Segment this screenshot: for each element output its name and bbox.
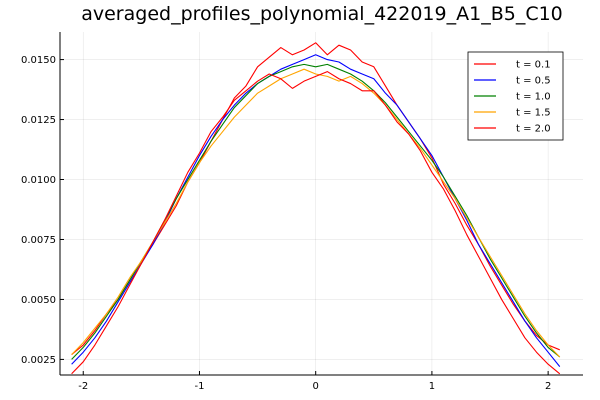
chart-title: averaged_profiles_polynomial_422019_A1_B… [81, 3, 563, 25]
y-tick-label: 0.0025 [21, 355, 56, 366]
legend-label: t = 0.5 [516, 76, 551, 87]
legend-label: t = 1.0 [516, 92, 551, 103]
y-tick-label: 0.0150 [21, 55, 56, 66]
x-tick-label: 1 [429, 381, 435, 392]
legend-label: t = 2.0 [516, 124, 551, 135]
x-tick-label: -2 [78, 381, 88, 392]
x-tick-label: -1 [194, 381, 204, 392]
axes: -2 -1 0 1 2 0.0025 0.0050 0.0075 0.0100 0.0125 0.0… [21, 32, 583, 392]
legend-label: t = 1.5 [516, 108, 551, 119]
legend: t = 0.1 t = 0.5 t = 1.0 t = 1.5 t = 2.0 [467, 51, 564, 141]
series-line-2 [71, 54, 561, 367]
legend-label: t = 0.1 [516, 60, 551, 71]
y-tick-label: 0.0100 [21, 175, 56, 186]
x-tick-label: 2 [545, 381, 551, 392]
series-line-5 [71, 71, 561, 375]
y-tick-label: 0.0125 [21, 115, 56, 126]
series-layer [71, 42, 561, 375]
y-tick-label: 0.0050 [21, 295, 56, 306]
x-tick-label: 0 [313, 381, 319, 392]
y-tick-label: 0.0075 [21, 235, 56, 246]
